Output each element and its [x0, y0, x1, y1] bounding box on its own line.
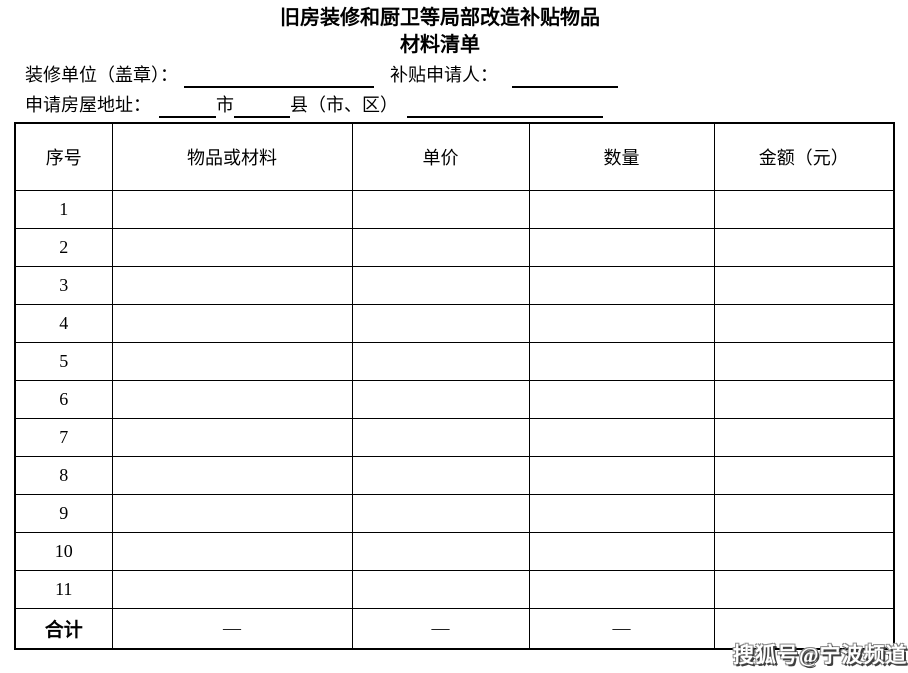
form-line-unit-applicant: 装修单位（盖章）： 补贴申请人： [25, 62, 618, 88]
row-number-cell: 1 [14, 189, 113, 229]
county-suffix-label: 县（市、区） [290, 95, 398, 115]
total-amount-cell [713, 607, 895, 650]
quantity-cell [528, 531, 715, 571]
page-title-line1: 旧房装修和厨卫等局部改造补贴物品 [280, 7, 600, 29]
item-cell [111, 227, 353, 267]
unit-price-cell [351, 379, 530, 419]
row-number-cell: 9 [14, 493, 113, 533]
item-cell [111, 455, 353, 495]
row-number-cell: 6 [14, 379, 113, 419]
amount-cell [713, 341, 895, 381]
item-cell [111, 379, 353, 419]
unit-price-cell [351, 303, 530, 343]
address-detail-field [407, 96, 603, 118]
item-cell [111, 265, 353, 305]
table-row: 1 [14, 189, 895, 229]
renovation-unit-field [184, 66, 374, 88]
row-number-cell: 4 [14, 303, 113, 343]
item-cell [111, 189, 353, 229]
item-cell [111, 531, 353, 571]
quantity-cell [528, 417, 715, 457]
amount-cell [713, 569, 895, 609]
city-suffix-label: 市 [216, 95, 234, 115]
table-row: 8 [14, 455, 895, 495]
unit-price-cell [351, 569, 530, 609]
quantity-cell [528, 379, 715, 419]
table-row: 2 [14, 227, 895, 267]
amount-cell [713, 265, 895, 305]
table-row: 4 [14, 303, 895, 343]
applicant-label: 补贴申请人： [390, 65, 498, 85]
total-unit-price-cell: — [351, 607, 530, 650]
amount-cell [713, 531, 895, 571]
table-row: 5 [14, 341, 895, 381]
page-title: 旧房装修和厨卫等局部改造补贴物品 材料清单 [0, 5, 880, 59]
item-cell [111, 417, 353, 457]
page-title-line2: 材料清单 [400, 34, 480, 56]
total-quantity-cell: — [528, 607, 715, 650]
header-cell-quantity: 数量 [528, 122, 715, 191]
item-cell [111, 303, 353, 343]
unit-price-cell [351, 417, 530, 457]
item-cell [111, 341, 353, 381]
amount-cell [713, 493, 895, 533]
header-cell-unit-price: 单价 [351, 122, 530, 191]
row-number-cell: 11 [14, 569, 113, 609]
row-number-cell: 7 [14, 417, 113, 457]
total-row: 合计 — — — [14, 607, 895, 650]
row-number-cell: 5 [14, 341, 113, 381]
amount-cell [713, 227, 895, 267]
address-label: 申请房屋地址： [25, 95, 151, 115]
quantity-cell [528, 189, 715, 229]
header-cell-item: 物品或材料 [111, 122, 353, 191]
table-row: 3 [14, 265, 895, 305]
quantity-cell [528, 227, 715, 267]
unit-price-cell [351, 227, 530, 267]
quantity-cell [528, 265, 715, 305]
unit-price-cell [351, 531, 530, 571]
row-number-cell: 2 [14, 227, 113, 267]
table-row: 10 [14, 531, 895, 571]
amount-cell [713, 455, 895, 495]
total-label-cell: 合计 [14, 607, 113, 650]
renovation-unit-label: 装修单位（盖章）： [25, 65, 178, 85]
sohu-watermark: 搜狐号@宁波频道 [733, 643, 908, 667]
item-cell [111, 569, 353, 609]
unit-price-cell [351, 189, 530, 229]
table-row: 7 [14, 417, 895, 457]
unit-price-cell [351, 493, 530, 533]
amount-cell [713, 189, 895, 229]
unit-price-cell [351, 341, 530, 381]
table-row: 6 [14, 379, 895, 419]
row-number-cell: 3 [14, 265, 113, 305]
table-row: 11 [14, 569, 895, 609]
quantity-cell [528, 569, 715, 609]
header-cell-no: 序号 [14, 122, 113, 191]
material-list-table: 序号 物品或材料 单价 数量 金额（元） 1 2 [14, 122, 895, 650]
form-line-address: 申请房屋地址： 市 县（市、区） [25, 92, 603, 118]
quantity-cell [528, 455, 715, 495]
address-city-field [159, 96, 216, 118]
applicant-field [512, 66, 618, 88]
quantity-cell [528, 303, 715, 343]
row-number-cell: 10 [14, 531, 113, 571]
item-cell [111, 493, 353, 533]
table-row: 9 [14, 493, 895, 533]
quantity-cell [528, 341, 715, 381]
amount-cell [713, 379, 895, 419]
unit-price-cell [351, 455, 530, 495]
total-item-cell: — [111, 607, 353, 650]
header-cell-amount: 金额（元） [713, 122, 895, 191]
amount-cell [713, 417, 895, 457]
table-header-row: 序号 物品或材料 单价 数量 金额（元） [14, 122, 895, 191]
amount-cell [713, 303, 895, 343]
quantity-cell [528, 493, 715, 533]
unit-price-cell [351, 265, 530, 305]
address-county-field [234, 96, 290, 118]
row-number-cell: 8 [14, 455, 113, 495]
